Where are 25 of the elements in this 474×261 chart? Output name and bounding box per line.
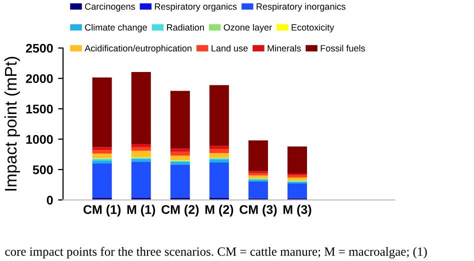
x-tick-label: M (2) (205, 204, 234, 216)
x-tick-label: M (1) (127, 204, 156, 216)
x-tick-label: CM (1) (83, 204, 121, 216)
x-tick-label: M (3) (284, 204, 312, 216)
legend-label: Climate change (85, 24, 147, 32)
legend-label: Minerals (268, 44, 301, 52)
x-tick-label: CM (2) (162, 204, 199, 216)
legend-label: Carcinogens (85, 3, 135, 12)
y-tick-label: 500 (32, 165, 53, 174)
y-tick-label: 1000 (26, 134, 53, 144)
y-tick-label: 0 (46, 196, 53, 205)
legend-label: Respiratory inorganics (256, 3, 346, 12)
legend-label: Ecotoxicity (292, 24, 334, 32)
y-axis-title: Impact point (mPt) (4, 56, 20, 191)
legend-label: Ozone layer (224, 24, 272, 32)
legend-label: Land use (212, 44, 248, 52)
legend-label: Acidification/eutrophication (84, 44, 192, 54)
x-tick-label: CM (3) (240, 204, 277, 216)
y-tick-label: 2000 (26, 74, 53, 84)
legend-label: Respiratory organics (154, 3, 237, 12)
y-tick-label: 1500 (26, 104, 53, 114)
legend-label: Radiation (167, 24, 204, 31)
text: core impact points for the three scenarios. CM = cattle manure; M = macroalgae; (1) (5, 246, 427, 258)
y-tick-label: 2500 (26, 44, 53, 53)
legend-label: Fossil fuels (320, 44, 365, 52)
